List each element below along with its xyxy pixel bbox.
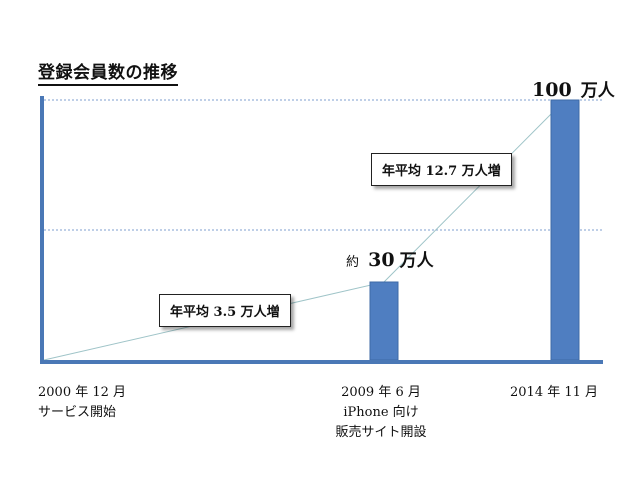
bar	[369, 281, 399, 361]
x-tick-label: 2014 年 11 月	[510, 385, 599, 400]
bar-value-label-2014: 100 万人	[532, 79, 615, 101]
x-tick-label: 2000 年 12 月	[38, 385, 127, 400]
x-tick-2000: 2000 年 12 月 サービス開始	[38, 383, 126, 423]
annotation-growth-late: 年平均 12.7 万人増	[371, 153, 512, 186]
annotation-growth-early: 年平均 3.5 万人増	[159, 294, 291, 327]
x-tick-note: iPhone 向け	[343, 405, 419, 420]
bar-value-label-2009: 約 30 万人	[346, 249, 434, 271]
chart-title: 登録会員数の推移	[38, 58, 178, 86]
x-tick-label: 2009 年 6 月	[341, 385, 421, 400]
x-tick-note: サービス開始	[38, 405, 117, 420]
x-tick-note: 販売サイト開設	[335, 425, 427, 440]
x-tick-2009: 2009 年 6 月 iPhone 向け 販売サイト開設	[326, 383, 436, 443]
x-tick-2014: 2014 年 11 月	[510, 383, 598, 403]
bar	[550, 99, 580, 361]
